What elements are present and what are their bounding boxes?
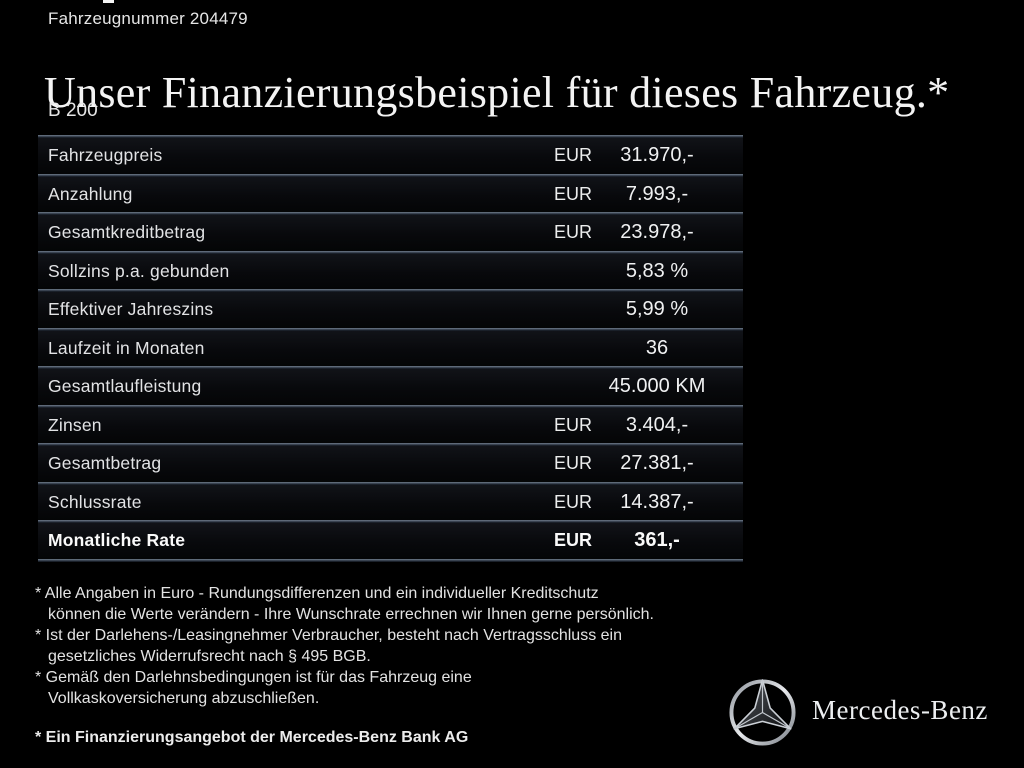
row-currency: EUR: [554, 530, 593, 551]
row-divider: [38, 558, 743, 562]
mercedes-wordmark: Mercedes-Benz: [812, 695, 988, 725]
footnote-line: * Gemäß den Darlehnsbedingungen ist für …: [35, 669, 472, 686]
row-label: Fahrzeugpreis: [48, 145, 163, 166]
model-name: B 200: [48, 100, 98, 121]
row-divider: [38, 250, 743, 254]
footnote-line: gesetzliches Widerrufsrecht nach § 495 B…: [48, 648, 371, 665]
footnote-line: können die Werte verändern - Ihre Wunsch…: [48, 606, 654, 623]
row-value: 23.978,-: [620, 221, 694, 244]
row-value: 5,99 %: [625, 298, 689, 321]
vehicle-number: Fahrzeugnummer 204479: [48, 9, 248, 28]
table-row: Anzahlung EUR 7.993,-: [38, 176, 743, 212]
row-label: Laufzeit in Monaten: [48, 337, 205, 358]
row-value: 27.381,-: [620, 452, 694, 475]
footnote-line: * Alle Angaben in Euro - Rundungsdiffere…: [35, 585, 599, 602]
table-row: Laufzeit in Monaten 36: [38, 330, 743, 366]
mercedes-star-icon: [729, 679, 796, 746]
footnotes: * Alle Angaben in Euro - Rundungsdiffere…: [35, 583, 765, 709]
row-currency: EUR: [554, 414, 593, 435]
row-label: Anzahlung: [48, 183, 133, 204]
row-label: Gesamtbetrag: [48, 453, 162, 474]
brand-area: Mercedes-Benz: [727, 677, 988, 748]
row-currency: EUR: [554, 491, 593, 512]
row-value: 14.387,-: [620, 490, 694, 513]
row-divider: [38, 327, 743, 331]
row-divider: [38, 481, 743, 485]
footnote-line: Vollkaskoversicherung abzuschließen.: [48, 690, 320, 707]
row-label: Gesamtlaufleistung: [48, 376, 202, 397]
table-row-monthly-rate: Monatliche Rate EUR 361,-: [38, 523, 743, 559]
row-value: 361,-: [634, 529, 680, 552]
row-value: 7.993,-: [625, 182, 689, 205]
bank-note: * Ein Finanzierungsangebot der Mercedes-…: [35, 729, 469, 746]
page-title: Unser Finanzierungsbeispiel für dieses F…: [44, 68, 950, 118]
row-label: Gesamtkreditbetrag: [48, 222, 206, 243]
row-divider: [38, 135, 743, 138]
row-currency: EUR: [554, 183, 593, 204]
row-currency: EUR: [554, 222, 593, 243]
table-row: Zinsen EUR 3.404,-: [38, 407, 743, 443]
row-value: 5,83 %: [625, 259, 689, 282]
table-row: Fahrzeugpreis EUR 31.970,-: [38, 138, 743, 174]
row-divider: [38, 443, 743, 446]
table-row: Schlussrate EUR 14.387,-: [38, 484, 743, 520]
row-value: 3.404,-: [625, 413, 689, 436]
table-row: Sollzins p.a. gebunden 5,83 %: [38, 253, 743, 289]
row-divider: [38, 404, 743, 408]
row-label: Zinsen: [48, 414, 102, 435]
row-label: Sollzins p.a. gebunden: [48, 260, 230, 281]
row-label: Schlussrate: [48, 491, 142, 512]
table-row: Gesamtlaufleistung 45.000 KM: [38, 369, 743, 405]
footnote-line: * Ist der Darlehens-/Leasingnehmer Verbr…: [35, 627, 622, 644]
table-row: Gesamtbetrag EUR 27.381,-: [38, 446, 743, 482]
row-label: Effektiver Jahreszins: [48, 299, 214, 320]
row-label: Monatliche Rate: [48, 530, 186, 551]
row-divider: [38, 366, 743, 369]
row-value: 31.970,-: [620, 144, 694, 167]
table-row: Effektiver Jahreszins 5,99 %: [38, 292, 743, 328]
table-row: Gesamtkreditbetrag EUR 23.978,-: [38, 215, 743, 251]
row-divider: [38, 289, 743, 292]
row-value: 36: [645, 336, 669, 359]
finance-table: Fahrzeugpreis EUR 31.970,- Anzahlung EUR…: [38, 135, 743, 562]
row-currency: EUR: [554, 453, 593, 474]
row-divider: [38, 520, 743, 523]
top-edge-artifact: [103, 0, 114, 3]
row-currency: EUR: [554, 145, 593, 166]
row-value: 45.000 KM: [608, 375, 706, 398]
row-divider: [38, 173, 743, 177]
row-divider: [38, 212, 743, 215]
